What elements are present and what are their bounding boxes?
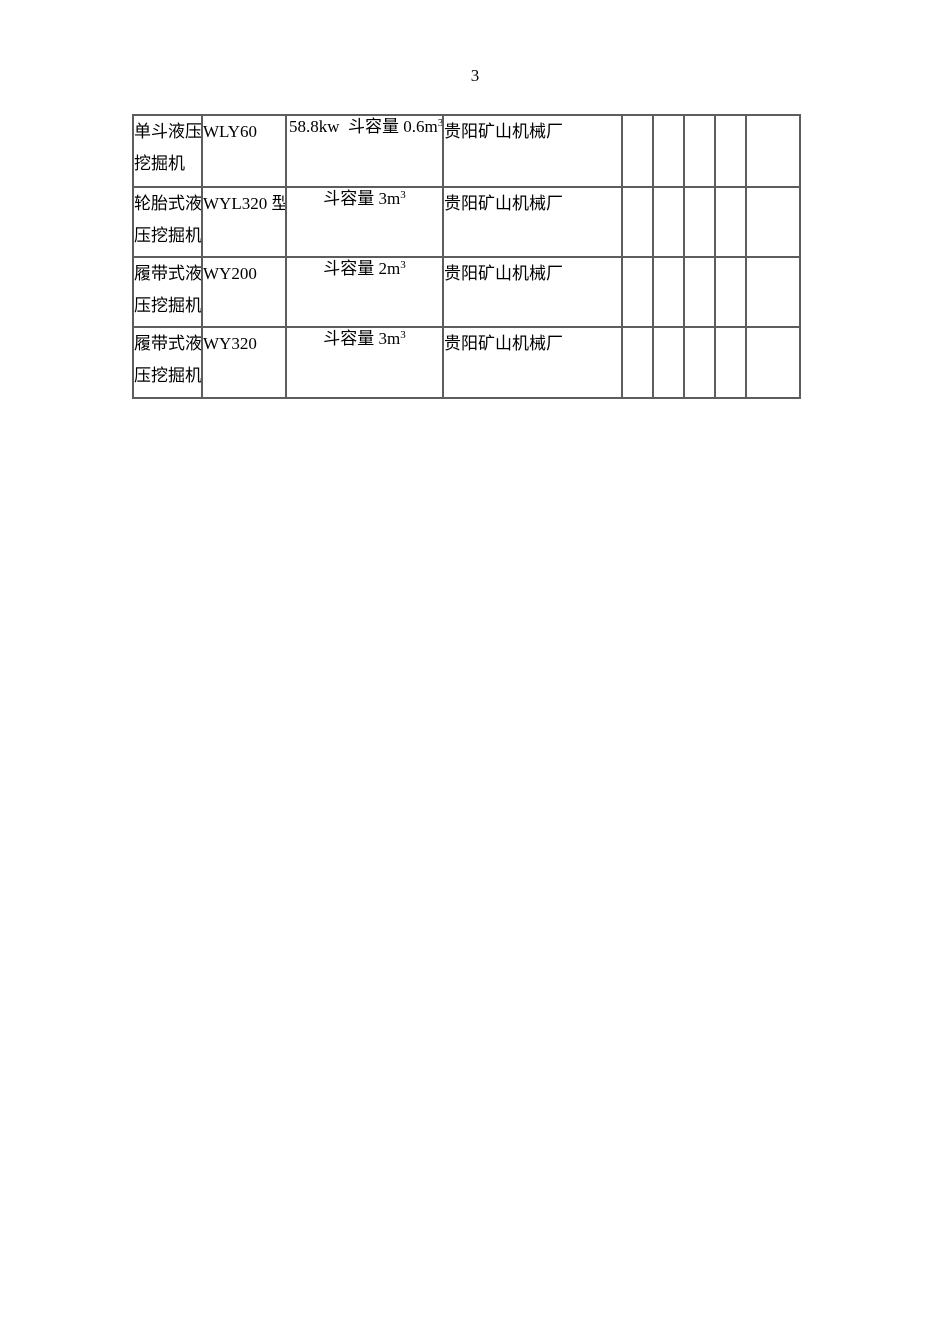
equipment-table: 单斗液压 挖掘机 WLY60 58.8kw 斗容量 0.6m3 贵阳矿山机械厂 …: [132, 114, 801, 399]
model-cell: WY320: [201, 326, 287, 399]
empty-cell: [745, 114, 801, 188]
table-row: 履带式液 压挖掘机 WY320 斗容量 3m3 贵阳矿山机械厂: [132, 326, 801, 399]
manufacturer-cell: 贵阳矿山机械厂: [442, 186, 623, 258]
spec-superscript: 3: [437, 117, 443, 129]
equipment-name-line: 压挖掘机: [134, 366, 202, 385]
empty-cell: [745, 256, 801, 328]
equipment-name-line: 压挖掘机: [134, 296, 202, 315]
empty-cell: [621, 186, 654, 258]
equipment-name-line: 单斗液压: [134, 122, 202, 141]
model-cell: WYL320 型: [201, 186, 287, 258]
empty-cell: [745, 326, 801, 399]
spec-cell: 58.8kw 斗容量 0.6m3: [285, 114, 444, 188]
spec-text: 斗容量 2m: [323, 259, 401, 278]
table-row: 履带式液 压挖掘机 WY200 斗容量 2m3 贵阳矿山机械厂: [132, 256, 801, 328]
spec-superscript: 3: [400, 329, 406, 341]
empty-cell: [683, 256, 716, 328]
equipment-name-cell: 轮胎式液 压挖掘机: [132, 186, 203, 258]
empty-cell: [621, 256, 654, 328]
spec-cell: 斗容量 2m3: [285, 256, 444, 328]
manufacturer-cell: 贵阳矿山机械厂: [442, 256, 623, 328]
equipment-name-cell: 单斗液压 挖掘机: [132, 114, 203, 188]
empty-cell: [714, 186, 747, 258]
spec-superscript: 3: [400, 189, 406, 201]
empty-cell: [652, 326, 685, 399]
empty-cell: [652, 186, 685, 258]
spec-text: 58.8kw 斗容量 0.6m: [289, 117, 438, 136]
equipment-name-line: 履带式液: [134, 264, 202, 283]
equipment-name-line: 履带式液: [134, 334, 202, 353]
equipment-name-cell: 履带式液 压挖掘机: [132, 256, 203, 328]
spec-superscript: 3: [400, 259, 406, 271]
manufacturer-cell: 贵阳矿山机械厂: [442, 326, 623, 399]
spec-cell: 斗容量 3m3: [285, 186, 444, 258]
empty-cell: [652, 256, 685, 328]
empty-cell: [621, 114, 654, 188]
spec-cell: 斗容量 3m3: [285, 326, 444, 399]
manufacturer-cell: 贵阳矿山机械厂: [442, 114, 623, 188]
empty-cell: [621, 326, 654, 399]
table-row: 轮胎式液 压挖掘机 WYL320 型 斗容量 3m3 贵阳矿山机械厂: [132, 186, 801, 258]
page-number: 3: [470, 66, 480, 85]
table-row: 单斗液压 挖掘机 WLY60 58.8kw 斗容量 0.6m3 贵阳矿山机械厂: [132, 114, 801, 188]
equipment-name-line: 轮胎式液: [134, 194, 202, 213]
empty-cell: [714, 256, 747, 328]
spec-text: 斗容量 3m: [323, 329, 401, 348]
empty-cell: [714, 326, 747, 399]
equipment-name-cell: 履带式液 压挖掘机: [132, 326, 203, 399]
empty-cell: [745, 186, 801, 258]
empty-cell: [714, 114, 747, 188]
empty-cell: [683, 114, 716, 188]
empty-cell: [652, 114, 685, 188]
empty-cell: [683, 186, 716, 258]
equipment-name-line: 压挖掘机: [134, 226, 202, 245]
empty-cell: [683, 326, 716, 399]
model-cell: WLY60: [201, 114, 287, 188]
spec-text: 斗容量 3m: [323, 189, 401, 208]
model-cell: WY200: [201, 256, 287, 328]
equipment-name-line: 挖掘机: [134, 154, 185, 173]
